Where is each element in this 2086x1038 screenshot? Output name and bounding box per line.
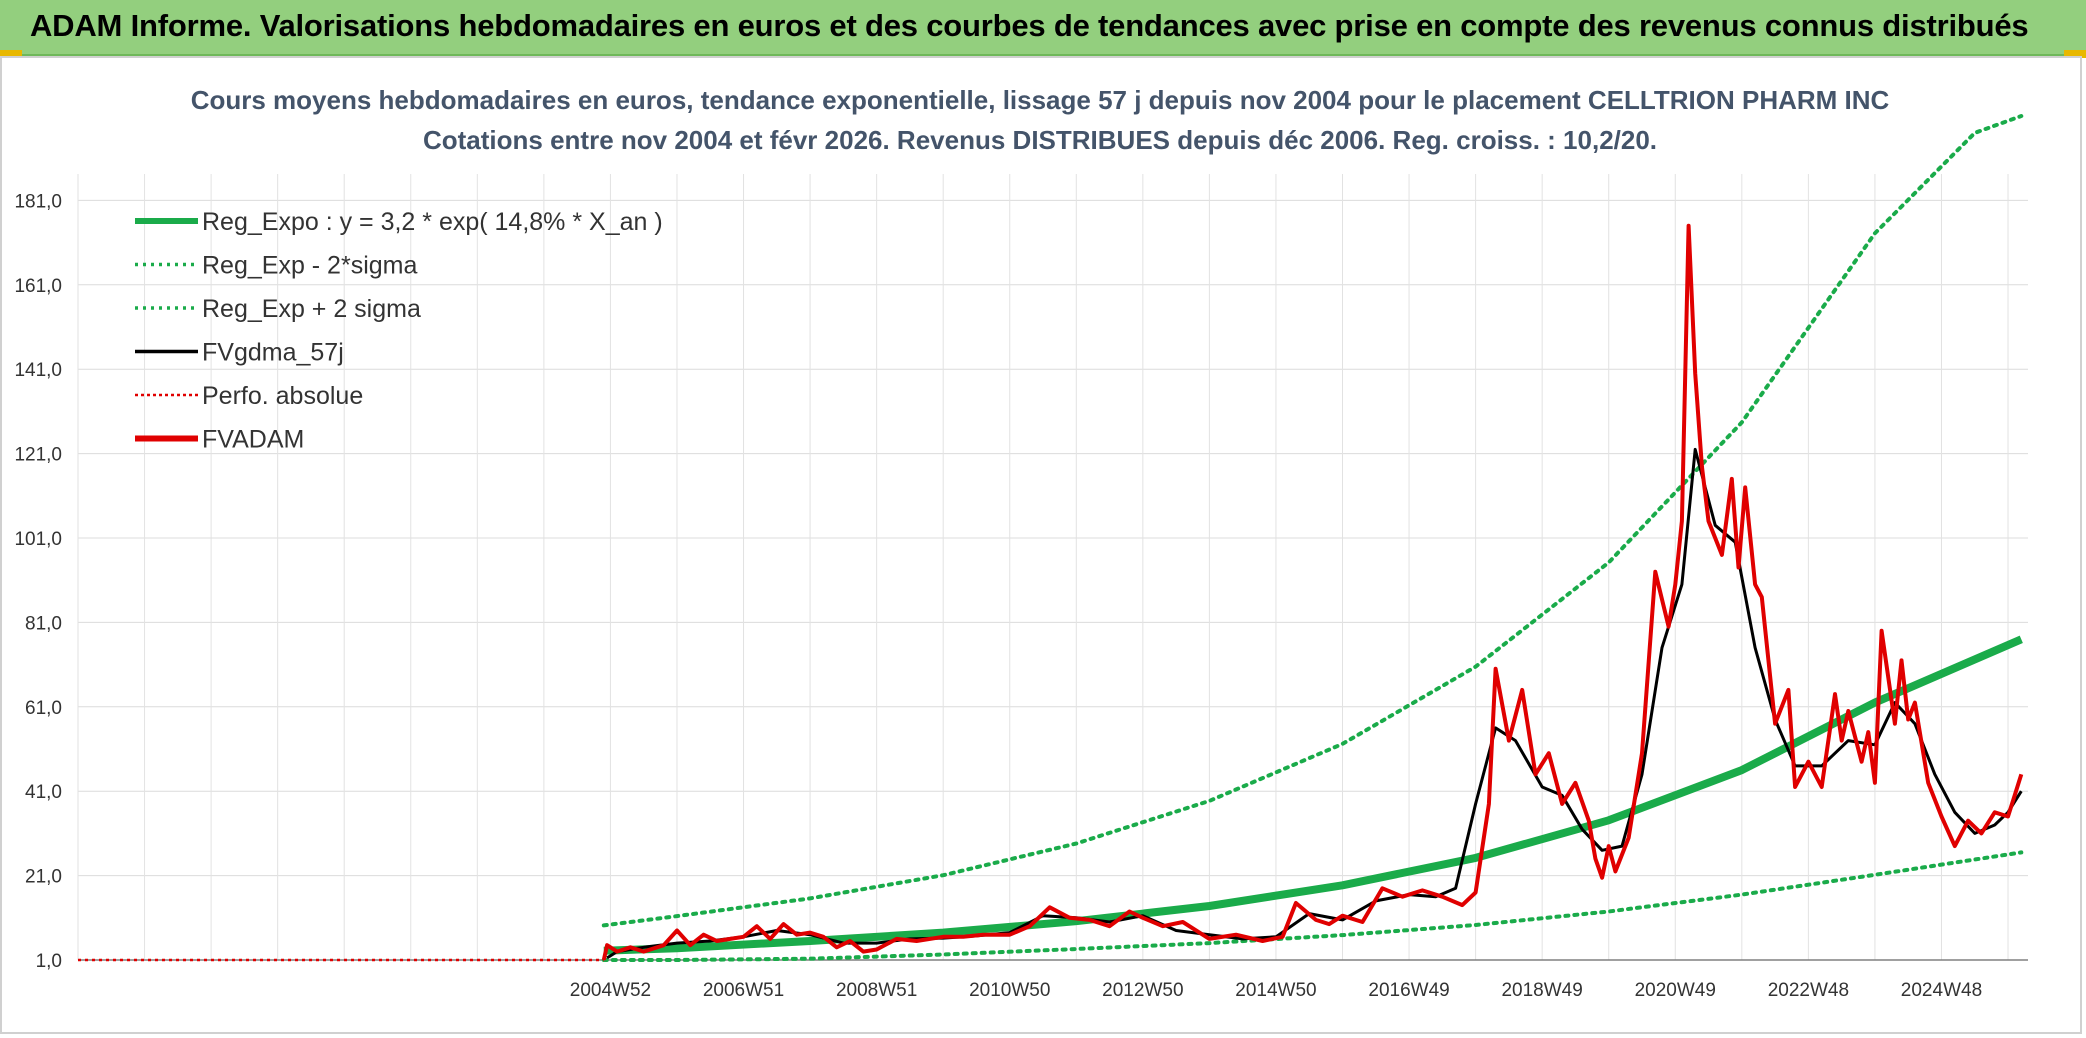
- x-tick-label: 2016W49: [1368, 980, 1449, 1001]
- x-axis-ticks: 2004W52 2006W51 2008W51 2010W50 2012W50 2014W…: [570, 980, 1982, 1001]
- series-reg-exp-2-sigma: [601, 114, 2024, 928]
- series-group: [78, 114, 2024, 962]
- legend-label: Perfo. absolue: [202, 382, 363, 410]
- grid: [77, 174, 2028, 960]
- y-tick-label: 61,0: [25, 698, 62, 719]
- x-tick-label: 2020W49: [1635, 980, 1716, 1001]
- series-fvadam: [601, 223, 2024, 961]
- trend-chart: Cours moyens hebdomadaires en euros, ten…: [14, 85, 2028, 1001]
- corner-marker-left: [0, 50, 22, 58]
- y-tick-label: 21,0: [25, 867, 62, 888]
- y-axis-ticks: 1,0 21,0 41,0 61,0 81,0 101,0 121,0 141,0 161,0 1…: [14, 191, 62, 972]
- x-tick-label: 2010W50: [969, 980, 1050, 1001]
- series-fvgdma-57j: [606, 447, 2023, 960]
- legend-label: FVADAM: [202, 426, 304, 454]
- x-tick-label: 2006W51: [703, 980, 784, 1001]
- y-tick-label: 181,0: [14, 191, 62, 212]
- y-tick-label: 121,0: [14, 445, 62, 466]
- series-reg-expo: [603, 635, 2023, 955]
- x-tick-label: 2004W52: [570, 980, 651, 1001]
- legend: Reg_Expo : y = 3,2 * exp( 14,8% * X_an )…: [135, 208, 663, 454]
- chart-title-line1: Cours moyens hebdomadaires en euros, ten…: [191, 85, 1890, 115]
- legend-label: Reg_Expo : y = 3,2 * exp( 14,8% * X_an ): [202, 208, 663, 236]
- x-tick-label: 2014W50: [1235, 980, 1316, 1001]
- x-tick-label: 2008W51: [836, 980, 917, 1001]
- series-reg-exp-2-sigma: [601, 850, 2024, 962]
- y-tick-label: 161,0: [14, 276, 62, 297]
- x-tick-label: 2024W48: [1901, 980, 1982, 1001]
- legend-label: Reg_Exp + 2 sigma: [202, 295, 421, 323]
- y-tick-label: 41,0: [25, 782, 62, 803]
- legend-label: FVgdma_57j: [202, 339, 344, 367]
- y-tick-label: 1,0: [36, 951, 62, 972]
- chart-frame: [0, 56, 2082, 1034]
- header-title: ADAM Informe. Valorisations hebdomadaire…: [30, 8, 2029, 43]
- chart-title-line2: Cotations entre nov 2004 et févr 2026. R…: [423, 125, 1657, 155]
- legend-label: Reg_Exp - 2*sigma: [202, 252, 417, 280]
- corner-marker-right: [2064, 50, 2086, 58]
- x-tick-label: 2022W48: [1768, 980, 1849, 1001]
- y-tick-label: 101,0: [14, 529, 62, 550]
- y-tick-label: 81,0: [25, 613, 62, 634]
- header-banner: ADAM Informe. Valorisations hebdomadaire…: [0, 0, 2086, 56]
- x-tick-label: 2012W50: [1102, 980, 1183, 1001]
- y-tick-label: 141,0: [14, 360, 62, 381]
- x-tick-label: 2018W49: [1501, 980, 1582, 1001]
